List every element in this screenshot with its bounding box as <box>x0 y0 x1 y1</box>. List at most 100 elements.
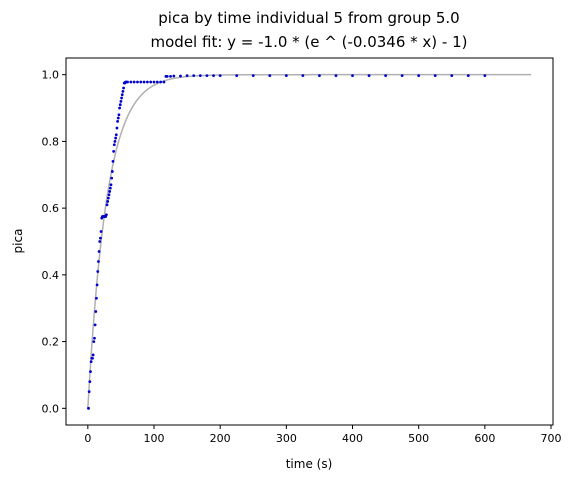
data-point <box>301 74 305 78</box>
y-tick-label: 0.0 <box>42 402 60 415</box>
x-axis-label: time (s) <box>286 457 333 471</box>
x-tick-label: 300 <box>276 432 297 445</box>
data-point <box>110 176 114 180</box>
data-point <box>417 74 421 78</box>
data-point <box>104 213 108 217</box>
data-point <box>149 80 153 84</box>
fit-line <box>87 73 532 409</box>
data-point <box>96 270 100 273</box>
data-point <box>106 196 110 200</box>
data-point <box>165 74 169 78</box>
data-point <box>109 183 113 187</box>
data-point <box>97 260 100 263</box>
data-point <box>119 99 123 103</box>
data-point <box>94 310 98 313</box>
x-tick-label: 500 <box>408 432 429 445</box>
data-points-layer <box>87 74 487 410</box>
data-point <box>97 250 101 253</box>
data-point <box>122 86 125 90</box>
x-tick-label: 600 <box>474 432 495 445</box>
data-point <box>112 150 116 153</box>
data-point <box>384 74 387 78</box>
data-point <box>92 340 96 343</box>
chart-subtitle: model fit: y = -1.0 * (e ^ (-0.0346 * x)… <box>151 33 468 51</box>
x-tick-label: 100 <box>144 432 165 445</box>
x-axis-ticks: 0 100 200 300 400 500 600 700 <box>84 425 562 445</box>
data-point <box>93 336 96 340</box>
data-point <box>268 74 272 78</box>
data-point <box>118 103 122 107</box>
data-point <box>113 140 117 143</box>
data-point <box>117 113 121 117</box>
data-point <box>114 136 118 140</box>
data-point <box>145 80 149 84</box>
y-tick-label: 0.6 <box>42 202 60 215</box>
data-point <box>284 74 288 78</box>
data-point <box>433 74 437 78</box>
y-tick-label: 0.8 <box>42 135 60 148</box>
data-point <box>88 380 92 384</box>
x-tick-label: 0 <box>84 432 91 445</box>
data-point <box>132 80 136 84</box>
y-tick-label: 1.0 <box>42 69 60 82</box>
plot-area-frame <box>65 57 554 426</box>
data-point <box>139 80 143 84</box>
data-point <box>116 119 120 123</box>
data-point <box>108 190 112 193</box>
data-point <box>87 406 90 410</box>
y-axis-label: pica <box>11 229 25 254</box>
data-point <box>162 80 166 84</box>
data-point <box>172 74 176 78</box>
data-point <box>155 80 159 84</box>
data-point <box>106 200 110 203</box>
fit-line-layer <box>87 73 532 409</box>
data-point <box>121 89 125 93</box>
data-point <box>466 74 470 78</box>
data-point <box>99 236 102 240</box>
data-point <box>179 74 182 78</box>
data-point <box>218 74 222 78</box>
data-point <box>111 160 115 163</box>
data-point <box>105 203 109 207</box>
data-point <box>93 323 97 327</box>
data-point <box>212 74 215 78</box>
data-point <box>129 80 133 84</box>
data-point <box>99 230 103 233</box>
data-point <box>87 390 91 394</box>
data-point <box>450 74 454 78</box>
data-point <box>235 74 239 78</box>
y-axis-ticks: 0.0 0.2 0.4 0.6 0.8 1.0 <box>42 69 66 415</box>
data-point <box>91 356 94 360</box>
data-point <box>115 126 119 130</box>
data-point <box>351 74 354 78</box>
data-point <box>108 186 112 190</box>
data-point <box>318 74 321 78</box>
chart-title: pica by time individual 5 from group 5.0 <box>158 9 459 27</box>
data-point <box>205 74 209 78</box>
data-point <box>142 80 146 84</box>
data-point <box>483 74 487 78</box>
data-point <box>169 74 172 78</box>
y-tick-label: 0.2 <box>42 336 60 349</box>
data-point <box>95 296 98 300</box>
data-point <box>120 96 123 100</box>
data-point <box>251 74 255 78</box>
data-point <box>126 80 129 84</box>
data-point <box>185 74 189 78</box>
data-point <box>114 133 118 137</box>
data-point <box>136 80 139 84</box>
data-point <box>116 116 120 120</box>
x-tick-label: 400 <box>342 432 363 445</box>
data-point <box>91 353 95 357</box>
data-point <box>192 74 196 78</box>
data-point <box>367 74 371 78</box>
data-point <box>152 80 156 84</box>
x-tick-label: 200 <box>210 432 231 445</box>
data-point <box>112 143 116 147</box>
data-point <box>89 370 92 374</box>
data-point <box>89 360 93 364</box>
data-point <box>118 106 121 110</box>
data-point <box>334 74 338 78</box>
data-point <box>120 93 124 97</box>
